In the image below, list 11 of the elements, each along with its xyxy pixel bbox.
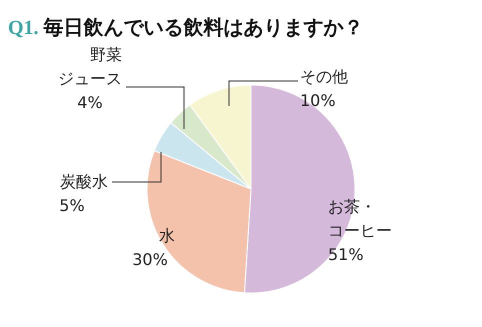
slice-label: 水 bbox=[159, 226, 175, 245]
data-label: 51% bbox=[328, 245, 364, 264]
data-label: 5% bbox=[59, 196, 85, 215]
slice-label: 野菜ジュース bbox=[58, 45, 122, 88]
slice-label: お茶・コーヒー bbox=[328, 197, 392, 240]
chart-title: Q1. 毎日飲んでいる飲料はありますか？ bbox=[8, 15, 364, 39]
data-label: 30% bbox=[132, 250, 168, 269]
slice-label: 炭酸水 bbox=[60, 172, 108, 191]
data-label: 4% bbox=[77, 93, 103, 112]
slice-label: その他 bbox=[300, 67, 348, 86]
data-label: 10% bbox=[300, 91, 336, 110]
